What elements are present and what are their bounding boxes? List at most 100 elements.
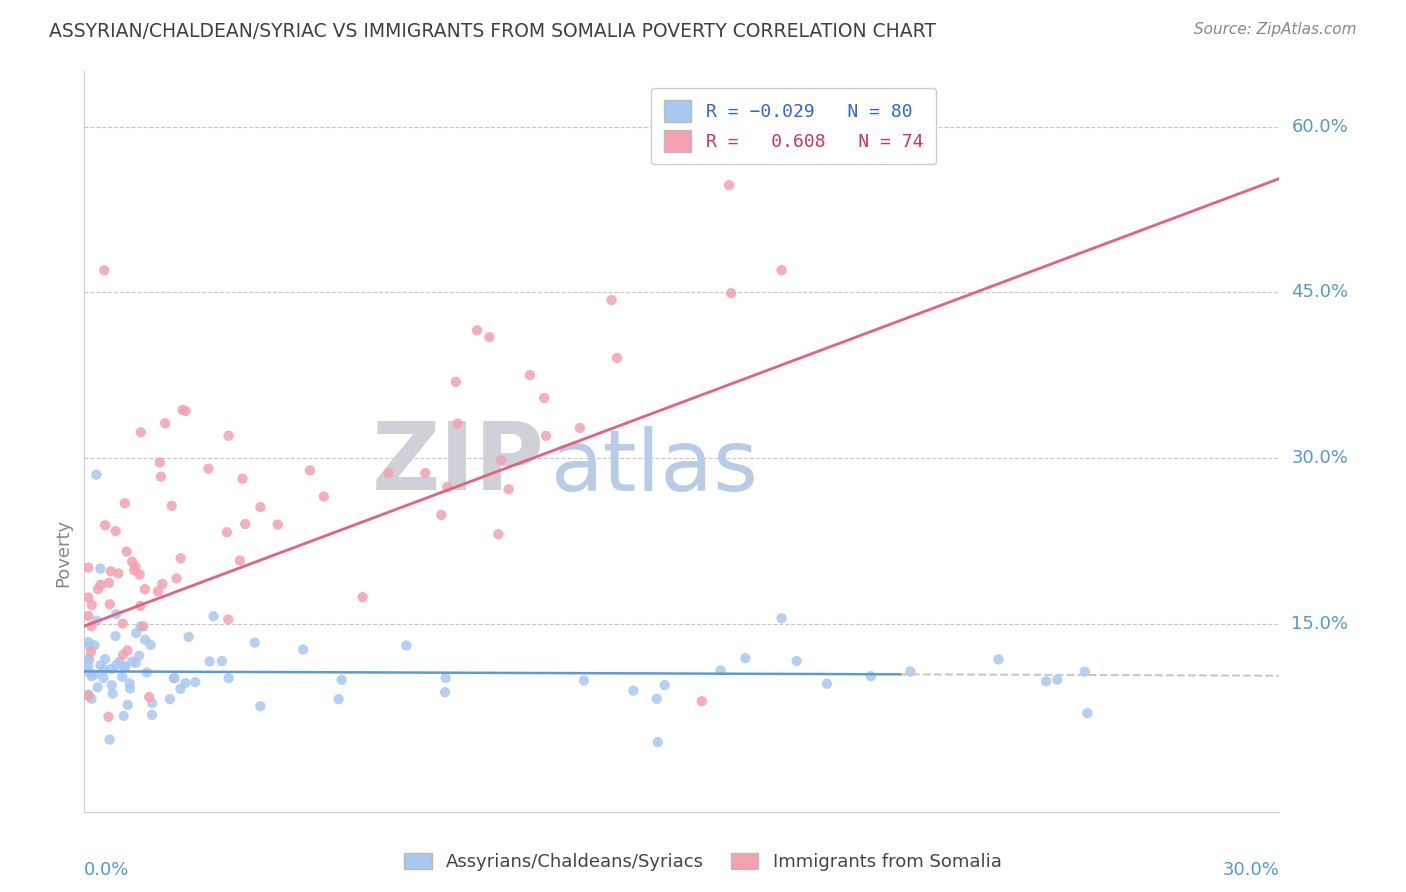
Point xyxy=(111,616,134,631)
Point xyxy=(108,655,131,669)
Point xyxy=(415,466,437,480)
Point xyxy=(166,572,188,586)
Point xyxy=(112,648,135,662)
Point xyxy=(80,691,103,706)
Point xyxy=(132,619,155,633)
Point xyxy=(77,689,100,703)
Point xyxy=(292,642,315,657)
Point xyxy=(77,652,100,666)
Point xyxy=(169,681,191,696)
Point xyxy=(128,567,150,582)
Point xyxy=(105,657,128,672)
Point xyxy=(174,404,197,418)
Text: 0.0%: 0.0% xyxy=(84,862,129,880)
Point xyxy=(734,651,756,665)
Point xyxy=(786,654,808,668)
Point xyxy=(690,694,713,708)
Legend: Assyrians/Chaldeans/Syriacs, Immigrants from Somalia: Assyrians/Chaldeans/Syriacs, Immigrants … xyxy=(398,846,1008,879)
Point xyxy=(172,403,194,417)
Point xyxy=(298,463,321,477)
Point xyxy=(249,500,271,515)
Point xyxy=(153,417,176,431)
Point xyxy=(430,508,453,522)
Point xyxy=(184,675,207,690)
Point xyxy=(138,690,160,704)
Point xyxy=(217,612,239,626)
Text: Poverty: Poverty xyxy=(53,518,72,587)
Point xyxy=(83,638,105,652)
Point xyxy=(169,551,191,566)
Point xyxy=(231,472,253,486)
Point xyxy=(572,673,595,688)
Point xyxy=(86,467,108,482)
Point xyxy=(101,678,124,692)
Point xyxy=(859,669,882,683)
Point xyxy=(111,670,134,684)
Point xyxy=(115,544,138,558)
Point xyxy=(647,735,669,749)
Text: 45.0%: 45.0% xyxy=(1292,284,1348,301)
Point xyxy=(534,429,557,443)
Point xyxy=(122,563,145,577)
Point xyxy=(1035,674,1057,689)
Point xyxy=(100,662,122,676)
Text: 30.0%: 30.0% xyxy=(1292,449,1348,467)
Text: Source: ZipAtlas.com: Source: ZipAtlas.com xyxy=(1194,22,1357,37)
Legend: R = −0.029   N = 80, R =   0.608   N = 74: R = −0.029 N = 80, R = 0.608 N = 74 xyxy=(651,87,936,164)
Point xyxy=(645,691,668,706)
Point xyxy=(86,614,108,628)
Point xyxy=(80,645,103,659)
Point xyxy=(770,263,793,277)
Point xyxy=(218,671,240,685)
Text: 60.0%: 60.0% xyxy=(1292,118,1348,136)
Point xyxy=(152,577,174,591)
Point xyxy=(112,659,135,673)
Point xyxy=(134,582,156,596)
Point xyxy=(174,676,197,690)
Point xyxy=(146,584,169,599)
Point xyxy=(129,619,152,633)
Point xyxy=(249,699,271,714)
Point xyxy=(87,582,110,596)
Point xyxy=(89,561,111,575)
Point xyxy=(121,655,143,669)
Point xyxy=(987,652,1010,666)
Point xyxy=(720,286,742,301)
Point xyxy=(94,518,117,533)
Point xyxy=(815,677,838,691)
Point xyxy=(89,658,111,673)
Point xyxy=(198,654,221,668)
Point xyxy=(621,683,644,698)
Point xyxy=(519,368,541,383)
Point xyxy=(1076,706,1098,720)
Point xyxy=(80,598,103,612)
Point xyxy=(465,323,488,337)
Point xyxy=(125,626,148,640)
Point xyxy=(77,591,100,605)
Point xyxy=(159,692,181,706)
Point xyxy=(1046,673,1069,687)
Point xyxy=(328,692,350,706)
Point xyxy=(117,698,139,712)
Text: ASSYRIAN/CHALDEAN/SYRIAC VS IMMIGRANTS FROM SOMALIA POVERTY CORRELATION CHART: ASSYRIAN/CHALDEAN/SYRIAC VS IMMIGRANTS F… xyxy=(49,22,936,41)
Point xyxy=(79,639,101,653)
Point xyxy=(141,696,163,710)
Point xyxy=(129,599,152,613)
Point xyxy=(114,496,136,510)
Point xyxy=(128,648,150,663)
Text: atlas: atlas xyxy=(551,426,758,509)
Point xyxy=(160,499,183,513)
Point xyxy=(83,667,105,681)
Point xyxy=(568,421,591,435)
Point xyxy=(105,607,128,622)
Text: ZIP: ZIP xyxy=(371,417,544,509)
Point xyxy=(243,635,266,649)
Point xyxy=(77,688,100,702)
Point xyxy=(118,676,141,690)
Point xyxy=(330,673,353,687)
Point xyxy=(77,635,100,649)
Point xyxy=(218,429,240,443)
Point xyxy=(112,708,135,723)
Point xyxy=(211,654,233,668)
Point xyxy=(163,671,186,685)
